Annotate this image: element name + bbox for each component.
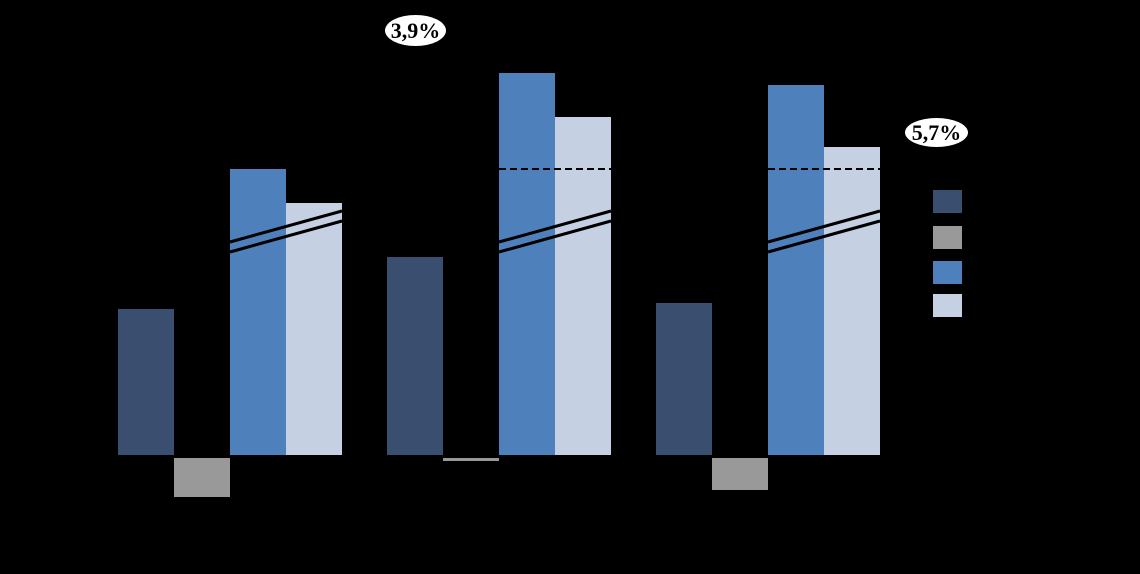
bar-light-blue-group-1 [286, 203, 342, 455]
reference-dashed-line-group-2 [499, 168, 611, 170]
annotation-oval-1: 3,9% [383, 13, 448, 48]
break-line-upper [498, 209, 612, 244]
annotation-oval-2: 5,7% [903, 116, 970, 149]
bar-medium-blue-group-1 [230, 169, 286, 455]
bar-medium-blue-group-3 [768, 85, 824, 455]
break-line-lower [767, 219, 881, 254]
bar-light-blue-group-3 [824, 147, 880, 455]
bar-gray-group-2 [443, 458, 499, 461]
axis-break-mark-group-3 [767, 209, 881, 254]
axis-break-mark-group-1 [229, 209, 343, 254]
annotation-text: 3,9% [390, 17, 441, 43]
reference-dashed-line-group-3 [768, 168, 880, 170]
bar-gray-group-3 [712, 458, 768, 490]
legend-swatch-dark-navy [933, 190, 962, 213]
legend-swatch-light-blue [933, 294, 962, 317]
legend-swatch-gray [933, 226, 962, 249]
break-line-upper [767, 209, 881, 244]
bar-medium-blue-group-2 [499, 73, 555, 455]
legend-swatch-medium-blue [933, 261, 962, 284]
bar-dark-navy-group-1 [118, 309, 174, 455]
bar-gray-group-1 [174, 458, 230, 497]
bar-dark-navy-group-2 [387, 257, 443, 455]
bar-light-blue-group-2 [555, 117, 611, 455]
bar-dark-navy-group-3 [656, 303, 712, 455]
break-line-upper [229, 209, 343, 244]
break-line-lower [229, 219, 343, 254]
break-line-lower [498, 219, 612, 254]
axis-break-mark-group-2 [498, 209, 612, 254]
annotation-text: 5,7% [911, 119, 962, 145]
